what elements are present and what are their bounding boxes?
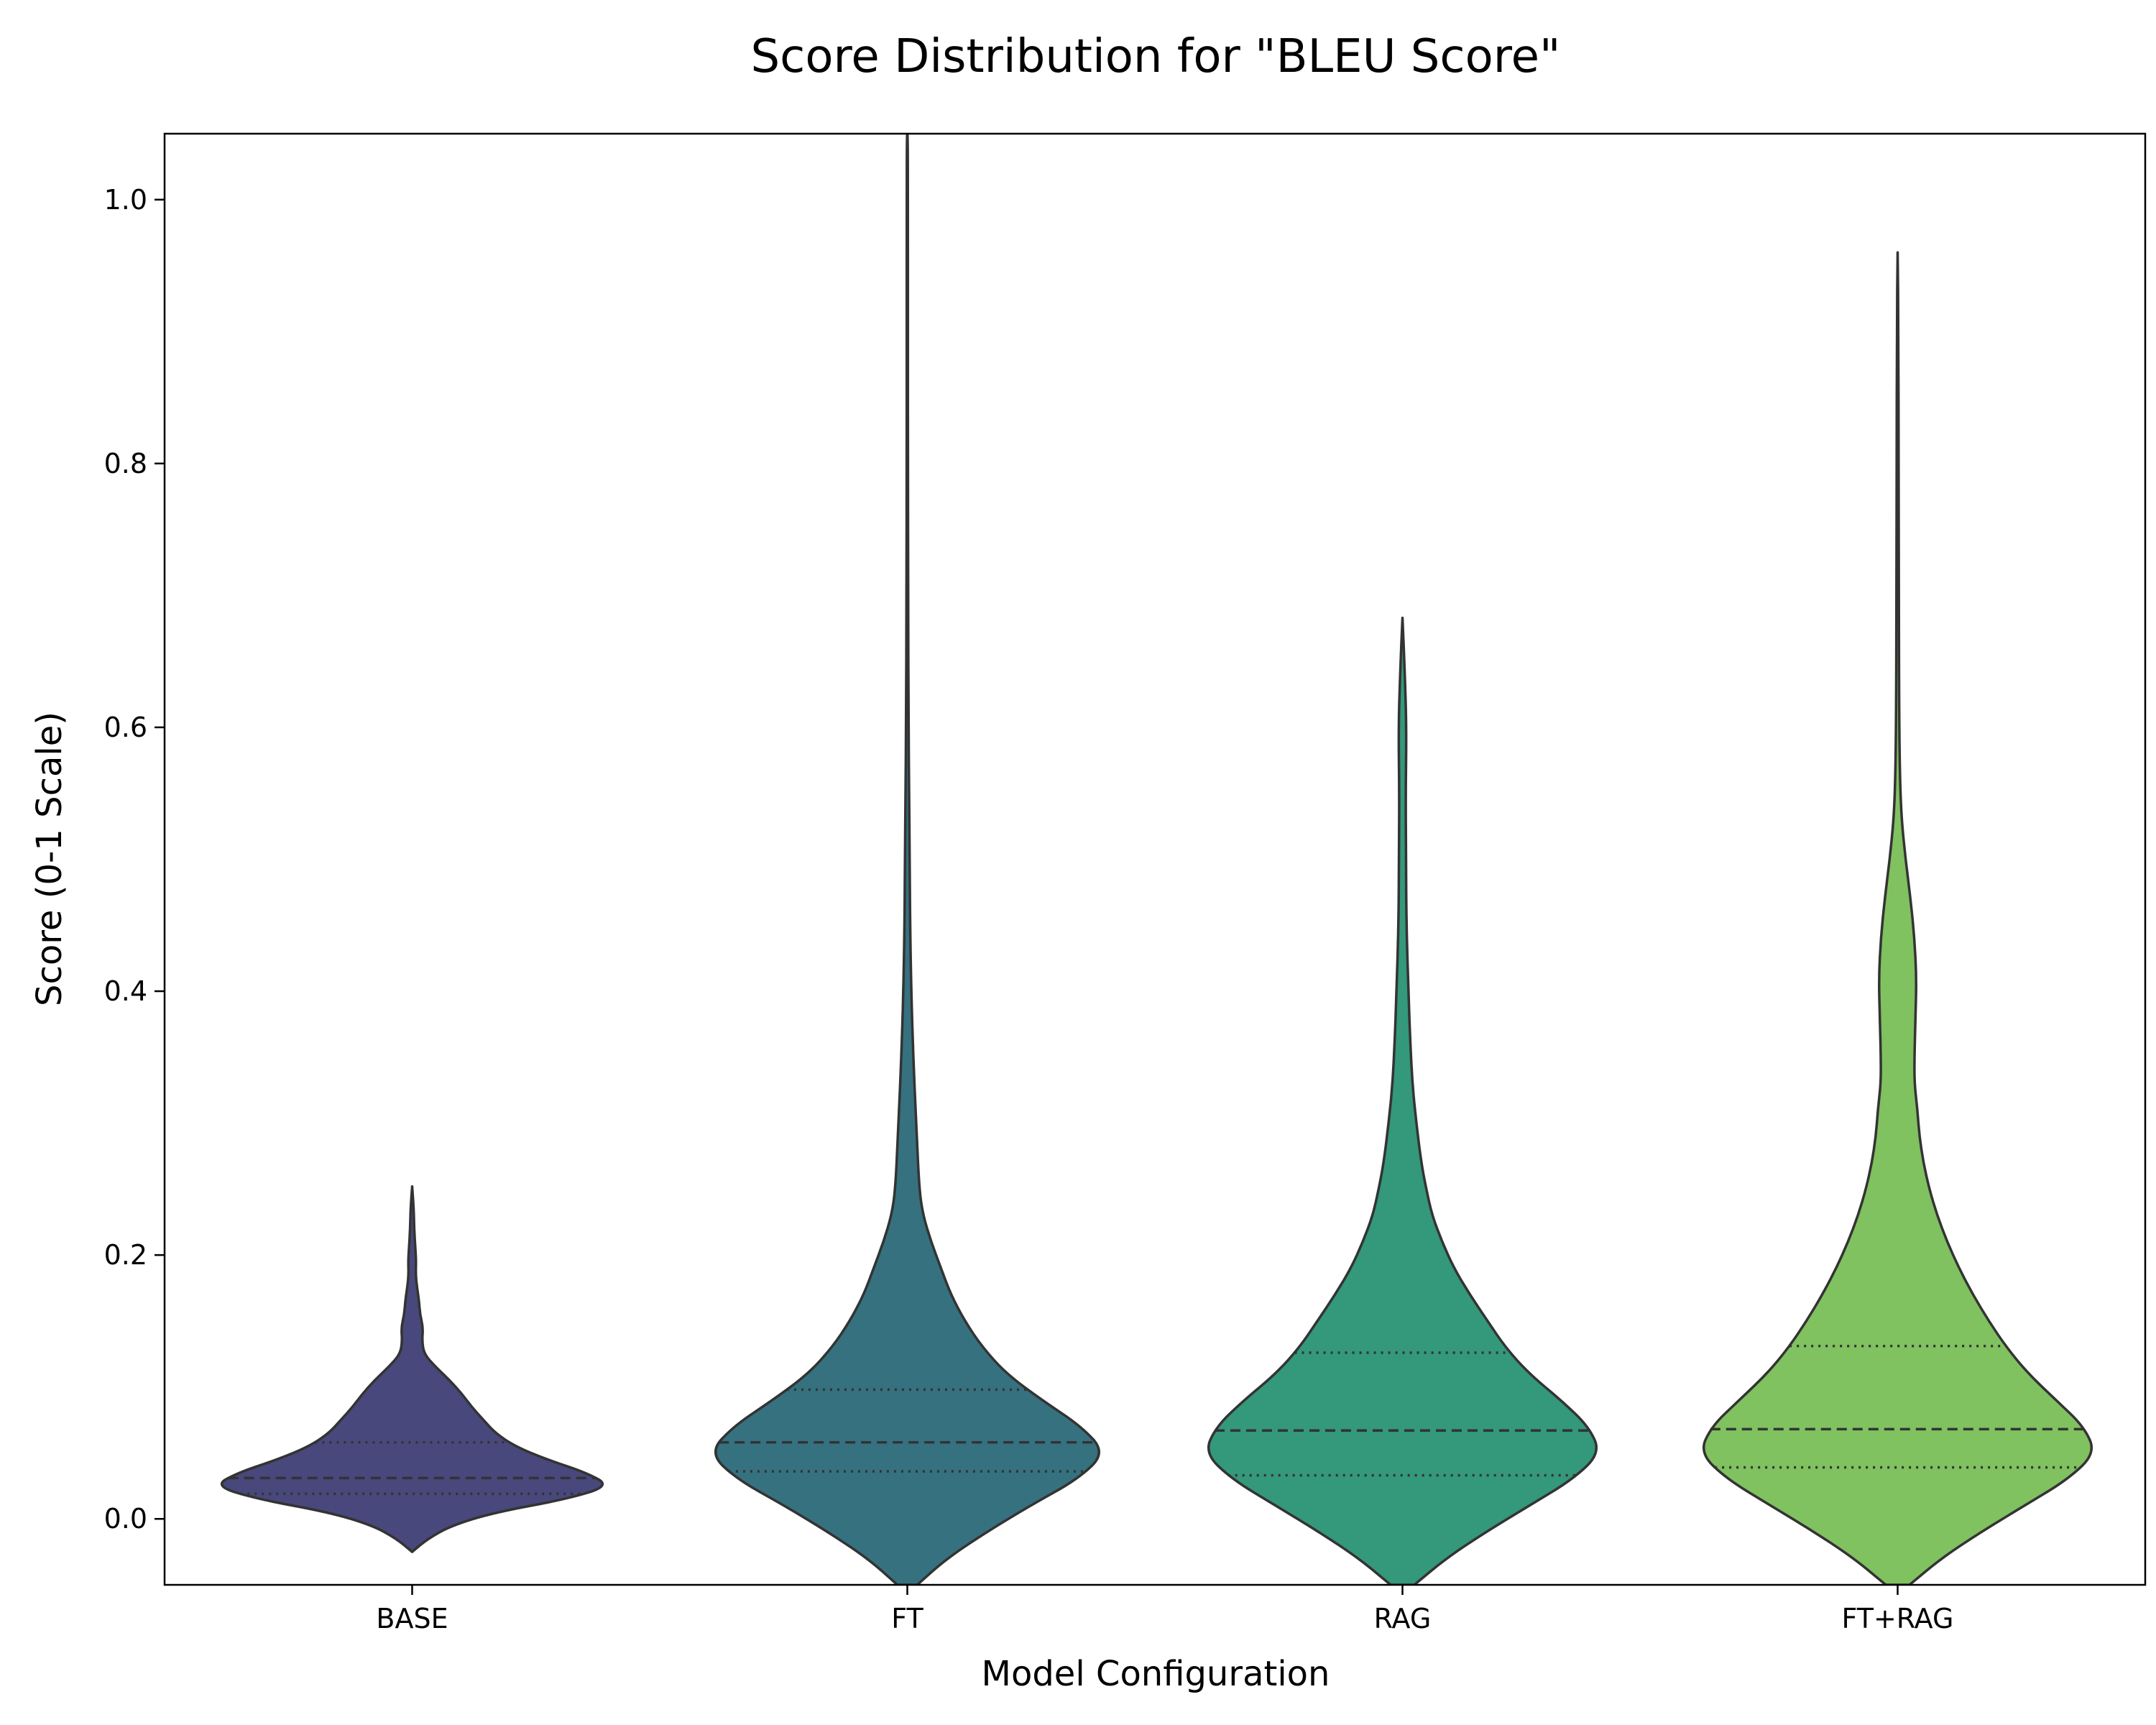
chart-title: Score Distribution for "BLEU Score" — [751, 30, 1561, 83]
y-tick-label: 0.6 — [104, 712, 147, 743]
violins-group — [220, 134, 2093, 1585]
y-axis: 0.0 0.2 0.4 0.6 0.8 1.0 — [104, 184, 165, 1535]
violin-rag — [1207, 616, 1598, 1585]
violin-ft-plus-rag — [1703, 251, 2093, 1585]
y-axis-label: Score (0-1 Scale) — [29, 712, 70, 1006]
x-tick-label: RAG — [1374, 1603, 1432, 1634]
x-axis: BASE FT RAG FT+RAG — [376, 1585, 1953, 1634]
y-tick-label: 0.2 — [104, 1239, 147, 1271]
violin-body — [714, 134, 1100, 1585]
y-tick-label: 0.0 — [104, 1503, 147, 1535]
violin-body — [1703, 251, 2093, 1585]
y-tick-label: 1.0 — [104, 184, 147, 216]
y-tick-label: 0.8 — [104, 448, 147, 479]
y-tick-label: 0.4 — [104, 975, 147, 1007]
x-tick-label: BASE — [376, 1603, 448, 1634]
violin-body — [220, 1184, 604, 1553]
violin-body — [1207, 616, 1598, 1585]
x-tick-label: FT — [891, 1603, 923, 1634]
violin-ft — [714, 134, 1100, 1585]
x-axis-label: Model Configuration — [982, 1654, 1330, 1694]
plot-frame — [163, 132, 2147, 1586]
x-tick-label: FT+RAG — [1842, 1603, 1954, 1634]
violin-base — [220, 1184, 604, 1553]
